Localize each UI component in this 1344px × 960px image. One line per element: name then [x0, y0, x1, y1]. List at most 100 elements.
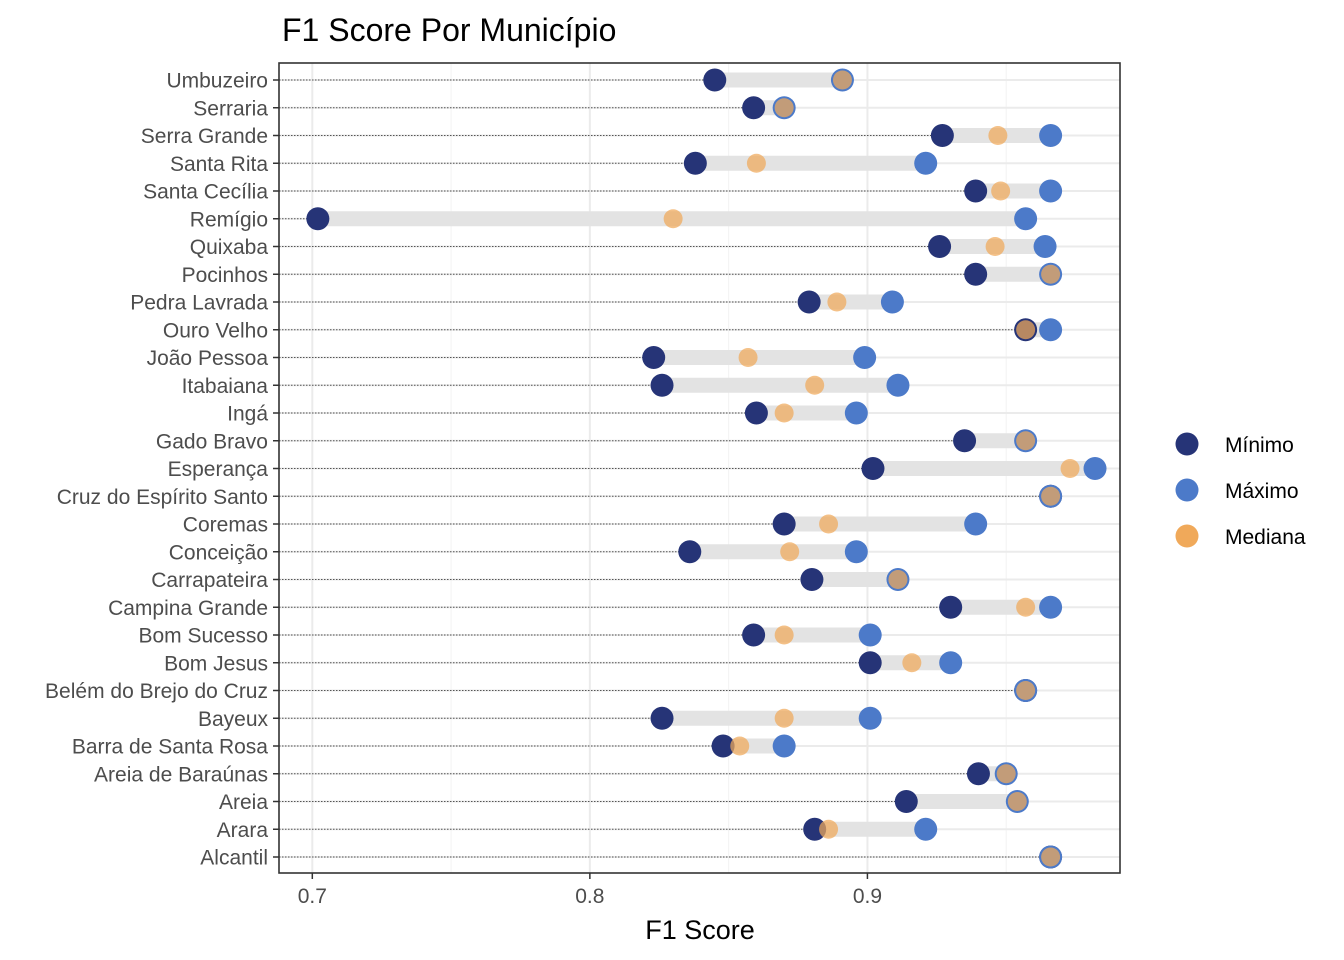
min-point [650, 373, 674, 397]
y-tick-label: Santa Cecília [143, 181, 268, 204]
min-point [683, 151, 707, 175]
median-point [663, 209, 683, 229]
max-point [964, 512, 988, 536]
dotted-guides [279, 79, 1051, 858]
y-tick-label: Remígio [190, 208, 268, 231]
y-tick-label: Ingá [227, 403, 268, 426]
min-point [858, 651, 882, 675]
legend: Mínimo Máximo Mediana [1175, 432, 1306, 549]
y-tick-label: Quixaba [190, 236, 269, 259]
y-tick-label: Campina Grande [108, 597, 268, 620]
max-point [1039, 595, 1063, 619]
legend-label-median: Mediana [1225, 526, 1306, 549]
y-tick-label: Bom Jesus [164, 652, 268, 675]
median-point [738, 348, 758, 367]
max-point [914, 817, 938, 841]
min-point [678, 540, 702, 564]
y-axis: Umbuzeiro Serraria Serra Grande Santa Rita S… [45, 70, 279, 870]
min-point [742, 623, 766, 647]
y-tick-label: Areia de Baraúnas [94, 763, 268, 786]
median-point [832, 70, 852, 90]
min-point [964, 179, 988, 203]
y-tick-label: Cruz do Espírito Santo [57, 486, 268, 509]
y-tick-label: Belém do Brejo do Cruz [45, 680, 268, 703]
y-tick-label: Conceição [169, 541, 268, 564]
max-point [1039, 179, 1063, 203]
max-point [939, 651, 963, 675]
median-point [902, 653, 922, 673]
min-point [803, 817, 827, 841]
median-point [888, 570, 908, 589]
legend-key-median [1175, 524, 1199, 548]
max-point [844, 401, 868, 425]
y-tick-label: Itabaiana [182, 375, 269, 398]
max-point [1014, 207, 1038, 231]
median-point [996, 764, 1016, 784]
legend-key-min [1175, 432, 1199, 456]
min-point [642, 346, 666, 369]
median-point [1007, 792, 1027, 811]
y-tick-label: Umbuzeiro [166, 70, 268, 93]
y-tick-label: Pedra Lavrada [130, 292, 268, 315]
min-point [939, 595, 963, 619]
median-point [827, 292, 847, 312]
median-point [1060, 459, 1080, 478]
min-point [930, 124, 954, 147]
chart-title: F1 Score Por Município [282, 12, 616, 48]
min-point [964, 262, 988, 286]
y-tick-label: Pocinhos [182, 264, 268, 287]
median-point [1016, 431, 1036, 451]
y-tick-label: João Pessoa [147, 347, 269, 370]
y-tick-label: Bayeux [198, 708, 269, 731]
median-point [730, 736, 750, 756]
y-tick-label: Esperança [168, 458, 269, 481]
min-point [306, 207, 330, 231]
max-point [858, 623, 882, 647]
median-point [988, 126, 1008, 145]
data-points [306, 68, 1107, 869]
median-point [819, 514, 839, 534]
median-point [1041, 264, 1061, 284]
x-tick-label: 0.7 [298, 885, 327, 908]
min-point [772, 512, 796, 536]
max-point [1083, 457, 1107, 480]
median-point [985, 237, 1005, 256]
median-point [1041, 486, 1061, 506]
max-point [886, 373, 910, 397]
min-point [966, 762, 990, 786]
y-tick-label: Gado Bravo [156, 430, 268, 453]
y-tick-label: Ouro Velho [163, 319, 268, 342]
x-tick-label: 0.9 [853, 885, 882, 908]
y-tick-label: Areia [219, 791, 268, 814]
legend-label-max: Máximo [1225, 480, 1299, 503]
legend-key-max [1175, 478, 1199, 502]
median-point [1016, 681, 1036, 700]
y-tick-label: Santa Rita [170, 153, 268, 176]
min-point [742, 96, 766, 120]
legend-label-min: Mínimo [1225, 434, 1294, 457]
median-point [780, 542, 800, 562]
min-point [797, 290, 821, 314]
max-point [1039, 124, 1063, 147]
median-point [1016, 320, 1036, 340]
max-point [880, 290, 904, 314]
y-tick-label: Barra de Santa Rosa [72, 736, 268, 759]
y-tick-label: Carrapateira [151, 569, 268, 592]
x-tick-label: 0.8 [575, 885, 604, 908]
median-point [774, 708, 794, 728]
max-point [1033, 235, 1057, 258]
max-point [858, 706, 882, 730]
max-point [772, 734, 796, 758]
x-axis-label: F1 Score [645, 915, 755, 945]
median-point [774, 98, 794, 118]
max-point [853, 346, 877, 369]
min-point [800, 568, 824, 591]
min-point [894, 790, 918, 813]
min-point [928, 235, 952, 258]
max-point [844, 540, 868, 564]
max-point [914, 151, 938, 175]
median-point [746, 153, 766, 173]
y-tick-label: Serra Grande [141, 125, 268, 148]
median-point [819, 819, 839, 839]
